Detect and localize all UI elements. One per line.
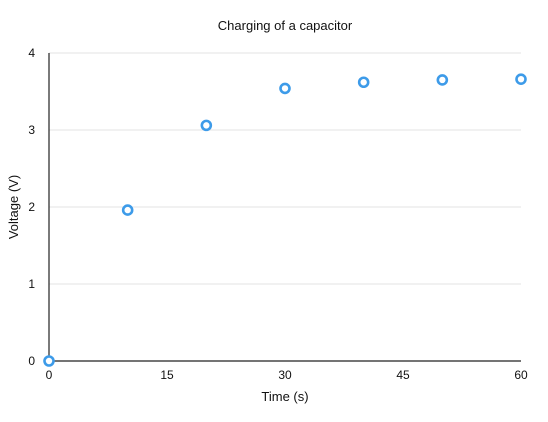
y-tick-label: 1 [28,277,35,291]
x-axis-title: Time (s) [261,389,308,404]
x-tick-label: 0 [46,368,53,382]
y-tick-label: 3 [28,123,35,137]
y-axis-title: Voltage (V) [6,175,21,239]
data-points [43,73,527,367]
data-point [436,74,449,86]
y-tick-label: 2 [28,200,35,214]
y-tick-label: 0 [28,354,35,368]
data-point [121,204,134,216]
data-point [43,355,55,367]
data-point [279,82,291,95]
x-tick-label: 30 [278,368,292,382]
data-point [357,76,370,89]
data-point [200,119,213,132]
data-point [515,73,527,85]
x-tick-label: 60 [514,368,528,382]
x-tick-label: 45 [396,368,410,382]
axes [48,53,521,362]
x-tick-label: 15 [160,368,174,382]
chart-title: Charging of a capacitor [218,18,353,33]
y-tick-label: 4 [28,46,35,60]
tick-labels: 0 1 2 3 4 0 15 30 45 60 [28,46,528,382]
